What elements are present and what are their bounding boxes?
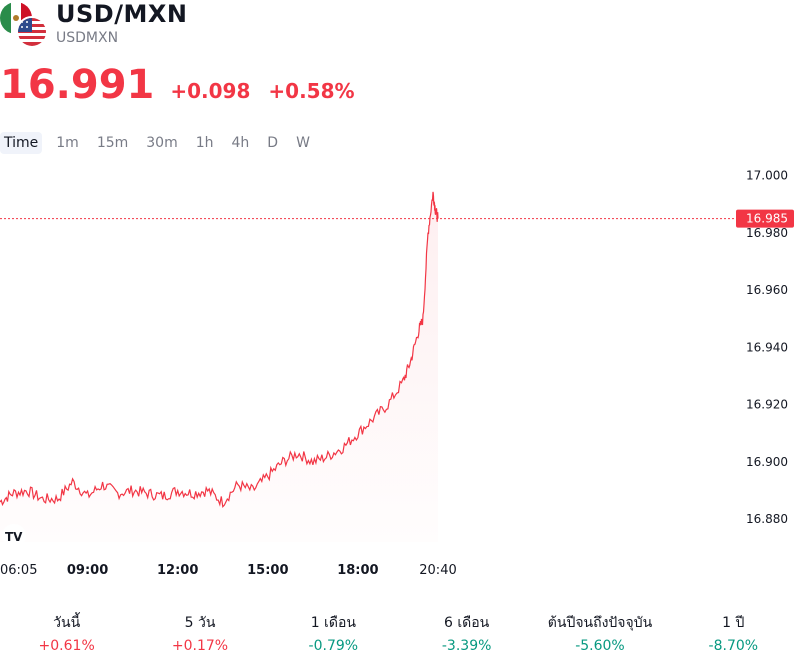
perf-value: -3.39% (441, 638, 492, 654)
symbol-ticker: USDMXN (56, 30, 119, 46)
x-tick-label: 20:40 (419, 563, 456, 578)
tab-15m[interactable]: 15m (96, 135, 129, 151)
x-tick-label: 18:00 (337, 563, 378, 578)
x-tick-label: 15:00 (247, 563, 288, 578)
y-tick-label: 16.940 (746, 340, 788, 354)
perf-item-6m[interactable]: 6 เดือน -3.39% (400, 612, 533, 654)
perf-label: 1 เดือน (310, 615, 356, 631)
perf-value: +0.17% (171, 638, 229, 654)
svg-text:TV: TV (5, 530, 23, 544)
perf-label: 1 ปี (722, 615, 745, 631)
perf-item-1y[interactable]: 1 ปี -8.70% (667, 612, 800, 654)
tab-4h[interactable]: 4h (231, 135, 250, 151)
price-chart[interactable]: 17.000 16.980 16.960 16.940 16.920 16.900 16.8… (0, 170, 800, 590)
tab-time[interactable]: Time (0, 132, 43, 154)
perf-value: +0.61% (38, 638, 95, 654)
us-flag-icon (16, 16, 48, 48)
tab-w[interactable]: W (296, 135, 310, 151)
y-tick-label: 16.980 (746, 226, 788, 240)
perf-label: 6 เดือน (444, 615, 490, 631)
currency-flags (0, 2, 52, 50)
y-axis: 17.000 16.980 16.960 16.940 16.920 16.900 16.8… (746, 170, 788, 526)
timeframe-tabs: Time 1m 15m 30m 1h 4h D W (0, 132, 324, 154)
price-area (0, 191, 438, 542)
y-tick-label: 17.000 (746, 170, 788, 183)
x-tick-label: 06:05 (0, 563, 37, 578)
x-axis: 06:05 09:00 12:00 15:00 18:00 20:40 (0, 563, 457, 578)
current-price: 16.991 (0, 62, 155, 108)
perf-label: 5 วัน (184, 615, 216, 631)
price-line (0, 191, 439, 508)
symbol-title: USD/MXN (56, 0, 188, 28)
y-tick-label: 16.960 (746, 283, 788, 297)
price-change-percent: +0.58% (268, 79, 355, 103)
x-tick-label: 09:00 (67, 563, 108, 578)
y-tick-label: 16.900 (746, 455, 788, 469)
perf-item-5d[interactable]: 5 วัน +0.17% (133, 612, 266, 654)
y-tick-label: 16.920 (746, 398, 788, 412)
perf-value: -8.70% (708, 638, 759, 654)
performance-bar: วันนี้ +0.61% 5 วัน +0.17% 1 เดือน -0.79… (0, 612, 800, 654)
tradingview-logo-icon: TV (2, 524, 26, 548)
perf-label: ต้นปีจนถึงปัจจุบัน (547, 615, 653, 631)
price-change: +0.098 (170, 79, 251, 103)
tab-30m[interactable]: 30m (146, 135, 178, 151)
last-price-label: 16.985 (746, 212, 788, 226)
perf-label: วันนี้ (53, 615, 81, 631)
tab-1h[interactable]: 1h (195, 135, 214, 151)
perf-value: -5.60% (575, 638, 625, 654)
last-price-tag: 16.985 (736, 209, 794, 228)
perf-item-1m[interactable]: 1 เดือน -0.79% (267, 612, 400, 654)
tab-d[interactable]: D (267, 135, 279, 151)
tab-1m[interactable]: 1m (56, 135, 79, 151)
perf-item-today[interactable]: วันนี้ +0.61% (0, 612, 133, 654)
y-tick-label: 16.880 (746, 512, 788, 526)
perf-item-ytd[interactable]: ต้นปีจนถึงปัจจุบัน -5.60% (533, 612, 666, 654)
perf-value: -0.79% (308, 638, 359, 654)
x-tick-label: 12:00 (157, 563, 198, 578)
price-row: 16.991 +0.098 +0.58% (0, 62, 373, 108)
